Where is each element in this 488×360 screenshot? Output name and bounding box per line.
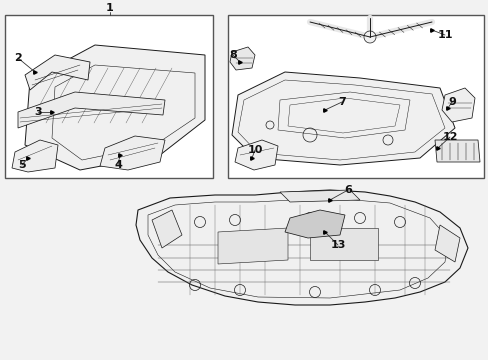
- Polygon shape: [100, 136, 164, 170]
- Text: 3: 3: [34, 107, 42, 117]
- Text: 1: 1: [106, 3, 114, 13]
- Text: 6: 6: [344, 185, 351, 195]
- Polygon shape: [152, 210, 182, 248]
- Text: 2: 2: [14, 53, 22, 63]
- Text: 9: 9: [447, 97, 455, 107]
- Bar: [5, 15, 213, 178]
- Polygon shape: [441, 88, 474, 122]
- Text: 11: 11: [436, 30, 452, 40]
- Polygon shape: [309, 228, 377, 260]
- Polygon shape: [285, 210, 345, 238]
- Polygon shape: [434, 140, 479, 162]
- Bar: [227, 15, 483, 178]
- Polygon shape: [12, 140, 58, 172]
- Polygon shape: [25, 55, 90, 90]
- Polygon shape: [231, 72, 454, 165]
- Polygon shape: [235, 140, 278, 170]
- Text: 12: 12: [441, 132, 457, 142]
- Polygon shape: [18, 92, 164, 128]
- Polygon shape: [280, 190, 359, 202]
- Text: 13: 13: [329, 240, 345, 250]
- Polygon shape: [136, 190, 467, 305]
- Text: 7: 7: [337, 97, 345, 107]
- Polygon shape: [229, 47, 254, 70]
- Text: 4: 4: [114, 160, 122, 170]
- Text: 10: 10: [247, 145, 262, 155]
- Polygon shape: [434, 225, 459, 262]
- Polygon shape: [25, 45, 204, 170]
- Circle shape: [363, 31, 375, 43]
- Text: 8: 8: [229, 50, 236, 60]
- Polygon shape: [218, 228, 287, 264]
- Text: 5: 5: [18, 160, 26, 170]
